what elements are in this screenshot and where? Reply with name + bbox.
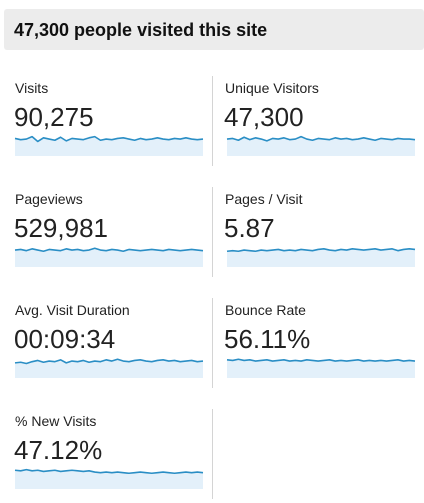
metric-value: 47,300 (224, 102, 304, 132)
bounce-rate-sparkline-area (227, 359, 415, 378)
column-divider (212, 409, 213, 499)
metric-avg-visit-duration[interactable]: Avg. Visit Duration 00:09:34 (3, 295, 204, 399)
metric-unique-visitors[interactable]: Unique Visitors 47,300 (214, 73, 416, 177)
column-divider (212, 187, 213, 277)
headline-bar: 47,300 people visited this site (4, 9, 424, 50)
metric-pageviews[interactable]: Pageviews 529,981 (3, 184, 204, 288)
unique-visitors-sparkline-area (227, 136, 415, 156)
pageviews-sparkline-line (14, 247, 204, 253)
metric-bounce-rate[interactable]: Bounce Rate 56.11% (214, 295, 416, 399)
visits-sparkline-line (14, 135, 204, 143)
headline-text: 47,300 people visited this site (14, 20, 268, 40)
metric-pages-per-visit[interactable]: Pages / Visit 5.87 (214, 184, 416, 288)
column-divider (212, 298, 213, 388)
new-visits-sparkline (14, 468, 204, 489)
metric-label: Visits (15, 80, 49, 96)
metric-visits[interactable]: Visits 90,275 (3, 73, 204, 177)
avg-visit-duration-sparkline-line (14, 358, 204, 365)
metric-value: 5.87 (224, 213, 275, 243)
new-visits-sparkline-line (14, 468, 204, 475)
metric-value: 529,981 (14, 213, 108, 243)
avg-visit-duration-sparkline (14, 358, 204, 378)
visits-sparkline-area (15, 136, 203, 156)
metric-new-visits[interactable]: % New Visits 47.12% (3, 406, 204, 503)
avg-visit-duration-sparkline-area (15, 359, 203, 378)
pageviews-sparkline (14, 247, 204, 267)
pageviews-sparkline-area (15, 248, 203, 267)
new-visits-sparkline-area (15, 469, 203, 489)
metric-label: Bounce Rate (225, 302, 306, 318)
pages-per-visit-sparkline-line (226, 248, 416, 253)
metric-value: 00:09:34 (14, 324, 116, 354)
unique-visitors-sparkline (226, 135, 416, 156)
metric-label: Pages / Visit (225, 191, 303, 207)
visits-sparkline (14, 135, 204, 156)
bounce-rate-sparkline-line (226, 358, 416, 362)
metric-label: % New Visits (15, 413, 97, 429)
metric-value: 56.11% (224, 324, 311, 354)
metric-label: Unique Visitors (225, 80, 319, 96)
unique-visitors-sparkline-line (226, 135, 416, 142)
metric-value: 47.12% (14, 435, 103, 465)
pages-per-visit-sparkline-area (227, 248, 415, 267)
bounce-rate-sparkline (226, 358, 416, 378)
metric-label: Pageviews (15, 191, 83, 207)
pages-per-visit-sparkline (226, 248, 416, 267)
metric-label: Avg. Visit Duration (15, 302, 130, 318)
column-divider (212, 76, 213, 166)
metric-value: 90,275 (14, 102, 94, 132)
